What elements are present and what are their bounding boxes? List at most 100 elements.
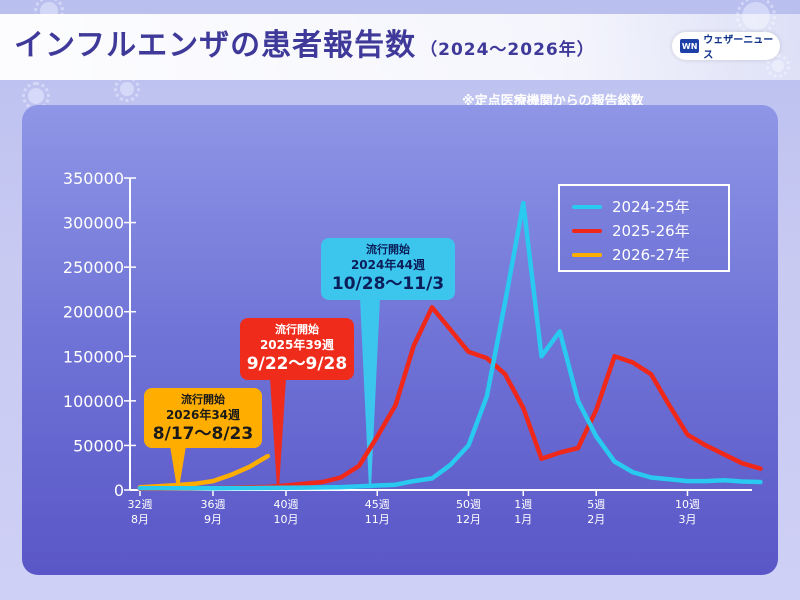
- callout-2025-start: 流行開始 2025年39週 9/22～9/28: [240, 318, 354, 380]
- data-point-series-0: [594, 435, 598, 439]
- page-title: インフルエンザの患者報告数 （2024～2026年）: [14, 20, 595, 64]
- y-tick-label: 200000: [63, 303, 124, 322]
- title-banner: [0, 14, 800, 80]
- data-point-series-1: [375, 435, 379, 439]
- legend-label-2025: 2025-26年: [612, 222, 690, 240]
- x-tick-week-label: 50週: [456, 498, 481, 511]
- data-point-series-1: [704, 443, 708, 447]
- legend-swatch-2025: [572, 228, 602, 233]
- y-tick-label: 0: [114, 481, 124, 500]
- legend-item-2025: 2025-26年: [572, 220, 690, 241]
- data-point-series-1: [594, 408, 598, 412]
- data-point-series-0: [339, 485, 343, 489]
- callout-2025-label: 流行開始: [275, 323, 319, 336]
- data-point-series-1: [357, 464, 361, 468]
- x-tick-week-label: 1週: [514, 498, 532, 511]
- data-point-series-0: [759, 480, 762, 484]
- data-point-series-0: [193, 486, 197, 490]
- callout-2024-pointer: [360, 298, 380, 489]
- chart-legend: 2024-25年 2025-26年 2026-27年: [558, 184, 730, 272]
- callout-2026-start: 流行開始 2026年34週 8/17～8/23: [144, 388, 262, 448]
- data-point-series-1: [759, 467, 762, 471]
- data-point-series-1: [649, 372, 653, 376]
- legend-item-2024: 2024-25年: [572, 196, 690, 217]
- data-point-series-0: [412, 479, 416, 483]
- data-point-series-0: [576, 399, 580, 403]
- data-point-series-0: [321, 485, 324, 489]
- legend-item-2026: 2026-27年: [572, 244, 690, 265]
- chart-panel: [22, 105, 778, 575]
- data-point-series-1: [631, 361, 635, 365]
- y-tick-label: 50000: [73, 436, 124, 455]
- callout-2024-dates: 10/28～11/3: [331, 274, 445, 294]
- data-point-series-0: [740, 480, 744, 484]
- data-point-series-1: [540, 457, 543, 461]
- x-tick-week-label: 40週: [274, 498, 299, 511]
- x-tick-week-label: 32週: [128, 498, 153, 511]
- data-point-series-0: [284, 486, 288, 490]
- data-point-series-0: [485, 394, 489, 398]
- y-tick-label: 100000: [63, 392, 124, 411]
- data-point-series-1: [467, 350, 470, 354]
- data-point-series-0: [266, 486, 270, 490]
- data-point-series-1: [722, 452, 726, 456]
- data-point-series-0: [448, 463, 452, 467]
- y-tick-label: 250000: [63, 258, 124, 277]
- data-point-series-0: [503, 301, 507, 305]
- data-point-series-0: [375, 484, 379, 488]
- data-point-series-0: [686, 479, 689, 483]
- data-point-series-0: [613, 459, 616, 463]
- title-years: （2024～2026年）: [420, 40, 595, 60]
- data-point-series-0: [667, 477, 671, 481]
- data-point-series-1: [339, 476, 343, 480]
- legend-swatch-2026: [572, 252, 602, 257]
- data-point-series-1: [686, 433, 689, 437]
- data-point-series-0: [521, 201, 525, 205]
- x-tick-week-label: 45週: [365, 498, 390, 511]
- data-point-series-0: [430, 476, 434, 480]
- data-point-series-2: [248, 465, 251, 469]
- x-tick-week-label: 36週: [201, 498, 226, 511]
- data-point-series-1: [521, 406, 525, 410]
- data-point-series-0: [649, 476, 653, 480]
- data-point-series-1: [321, 480, 324, 484]
- callout-2026-pointer: [170, 446, 186, 489]
- data-point-series-0: [156, 486, 160, 490]
- data-point-series-2: [175, 483, 178, 487]
- x-tick-month-label: 1月: [514, 513, 532, 526]
- data-point-series-0: [302, 486, 306, 490]
- data-point-series-1: [576, 446, 580, 450]
- callout-2024-label: 流行開始: [366, 243, 410, 256]
- title-main: インフルエンザの患者報告数: [14, 28, 417, 63]
- data-point-series-2: [211, 479, 215, 483]
- data-point-series-1: [740, 461, 744, 465]
- data-point-series-1: [485, 356, 489, 360]
- x-tick-month-label: 10月: [274, 513, 299, 526]
- data-point-series-0: [248, 486, 251, 490]
- data-point-series-0: [229, 486, 233, 490]
- x-tick-month-label: 9月: [204, 513, 222, 526]
- data-point-series-0: [631, 470, 635, 474]
- x-tick-week-label: 5週: [587, 498, 605, 511]
- data-point-series-0: [357, 484, 361, 488]
- data-point-series-2: [193, 482, 197, 486]
- callout-2026-week: 2026年34週: [165, 408, 241, 422]
- data-point-series-1: [448, 328, 452, 332]
- series-line-2: [137, 453, 271, 490]
- data-point-series-1: [302, 482, 306, 486]
- brand-name: ウェザーニュース: [703, 35, 774, 61]
- data-point-series-1: [394, 403, 397, 407]
- data-point-series-0: [211, 486, 215, 490]
- data-point-series-1: [558, 451, 562, 455]
- data-point-series-0: [558, 329, 562, 333]
- legend-swatch-2024: [572, 204, 602, 209]
- data-point-series-1: [667, 403, 671, 407]
- data-point-series-1: [430, 305, 434, 309]
- x-tick-month-label: 3月: [679, 513, 697, 526]
- y-tick-label: 300000: [63, 214, 124, 233]
- callout-2026-dates: 8/17～8/23: [152, 424, 254, 444]
- callout-2024-start: 流行開始 2024年44週 10/28～11/3: [321, 238, 455, 300]
- callout-2025-pointer: [270, 378, 286, 489]
- callout-2025-week: 2025年39週: [259, 338, 335, 352]
